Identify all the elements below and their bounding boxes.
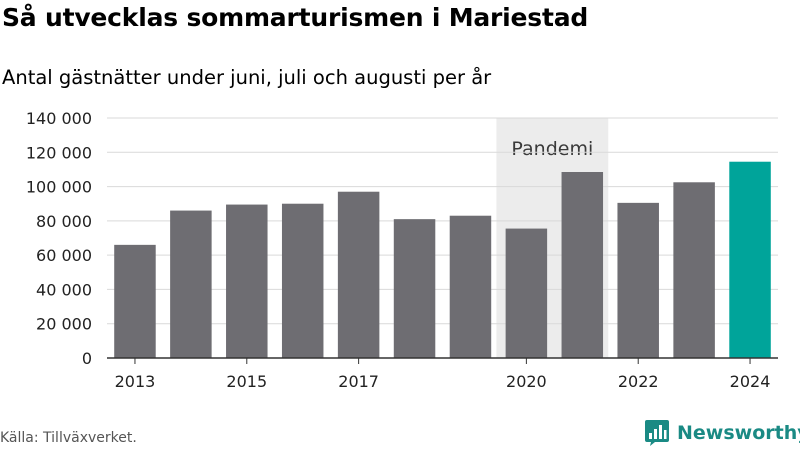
bar-2017 <box>337 191 380 358</box>
bar-2021 <box>561 172 604 358</box>
bar-2024 <box>729 161 771 358</box>
y-tick-label-60000: 60 000 <box>36 246 92 265</box>
source-note: Källa: Tillväxverket. <box>0 430 137 446</box>
x-tick-label-2015: 2015 <box>226 372 267 391</box>
chart-title: Så utvecklas sommarturismen i Mariestad <box>2 3 589 32</box>
bar-2018 <box>393 219 436 358</box>
x-tick-label-2024: 2024 <box>730 372 771 391</box>
brand-logo: Newsworthy <box>644 418 800 448</box>
y-tick-label-80000: 80 000 <box>36 212 92 231</box>
annotation-label-pandemi: Pandemi <box>511 138 593 160</box>
bars <box>114 161 771 358</box>
x-tick-label-2017: 2017 <box>338 372 379 391</box>
y-tick-label-40000: 40 000 <box>36 280 92 299</box>
x-tick-label-2020: 2020 <box>506 372 547 391</box>
bar-chart: Pandemi 0 20 000 40 000 60 000 80 000 100 000… <box>26 109 778 391</box>
bar-2015 <box>226 204 268 358</box>
brand-name: Newsworthy <box>677 422 800 444</box>
y-tick-label-120000: 120 000 <box>26 143 92 162</box>
chart-subtitle: Antal gästnätter under juni, juli och au… <box>2 66 492 89</box>
y-axis: 0 20 000 40 000 60 000 80 000 100 000 120 000 1… <box>26 109 92 368</box>
x-tick-label-2013: 2013 <box>115 372 156 391</box>
gridlines <box>107 117 778 325</box>
y-tick-label-140000: 140 000 <box>26 109 92 128</box>
bar-2014 <box>170 210 212 358</box>
bar-2023 <box>673 182 715 358</box>
y-tick-label-20000: 20 000 <box>36 315 92 334</box>
bar-2016 <box>281 203 324 358</box>
bar-2013 <box>114 244 156 358</box>
y-tick-label-0: 0 <box>82 349 92 368</box>
x-tick-label-2022: 2022 <box>618 372 659 391</box>
y-tick-label-100000: 100 000 <box>26 178 92 197</box>
newsworthy-logo-icon <box>645 420 669 446</box>
bar-2020 <box>505 228 548 358</box>
bar-2019 <box>449 215 492 358</box>
x-axis-labels: 2013 2015 2017 2020 2022 2024 <box>115 358 771 391</box>
bar-2022 <box>617 202 659 358</box>
